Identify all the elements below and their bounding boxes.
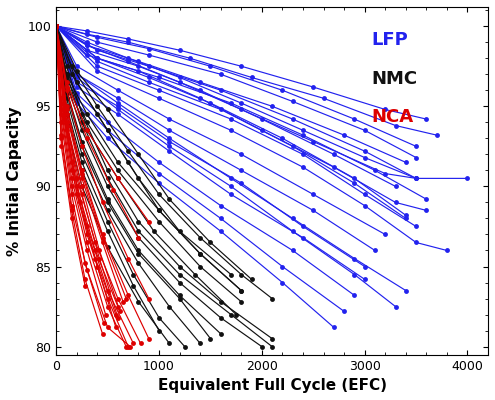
Text: NCA: NCA — [371, 108, 414, 126]
X-axis label: Equivalent Full Cycle (EFC): Equivalent Full Cycle (EFC) — [157, 378, 387, 393]
Text: NMC: NMC — [371, 70, 418, 88]
Y-axis label: % Initial Capacity: % Initial Capacity — [7, 106, 22, 256]
Text: LFP: LFP — [371, 31, 408, 49]
